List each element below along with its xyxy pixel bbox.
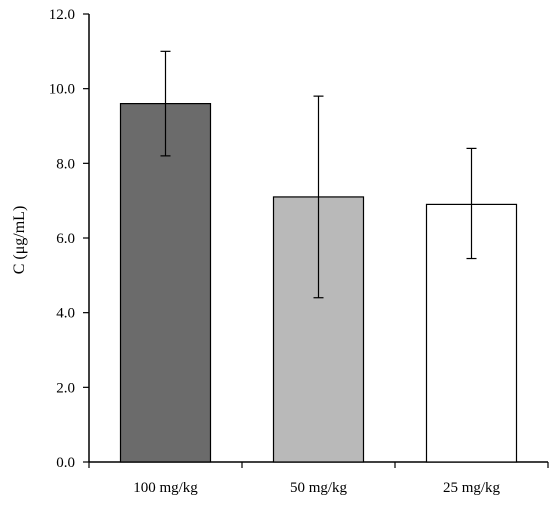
y-tick-label: 2.0 — [56, 380, 75, 396]
x-tick-label: 100 mg/kg — [133, 480, 198, 496]
y-axis-label: C (μg/mL) — [11, 206, 28, 275]
y-tick-label: 6.0 — [56, 231, 75, 247]
y-tick-label: 8.0 — [56, 156, 75, 172]
y-tick-label: 10.0 — [49, 82, 75, 98]
x-tick-label: 50 mg/kg — [290, 480, 348, 496]
x-tick-label: 25 mg/kg — [443, 480, 501, 496]
y-tick-label: 4.0 — [56, 306, 75, 322]
bar — [119, 102, 212, 463]
y-tick-label: 0.0 — [56, 455, 75, 471]
error-bars — [160, 50, 477, 299]
tick-labels: 0.0 2.0 4.0 6.0 8.0 10.0 12.0 100 mg/kg 50 mg/kg… — [49, 7, 501, 496]
y-tick-label: 12.0 — [49, 7, 75, 23]
